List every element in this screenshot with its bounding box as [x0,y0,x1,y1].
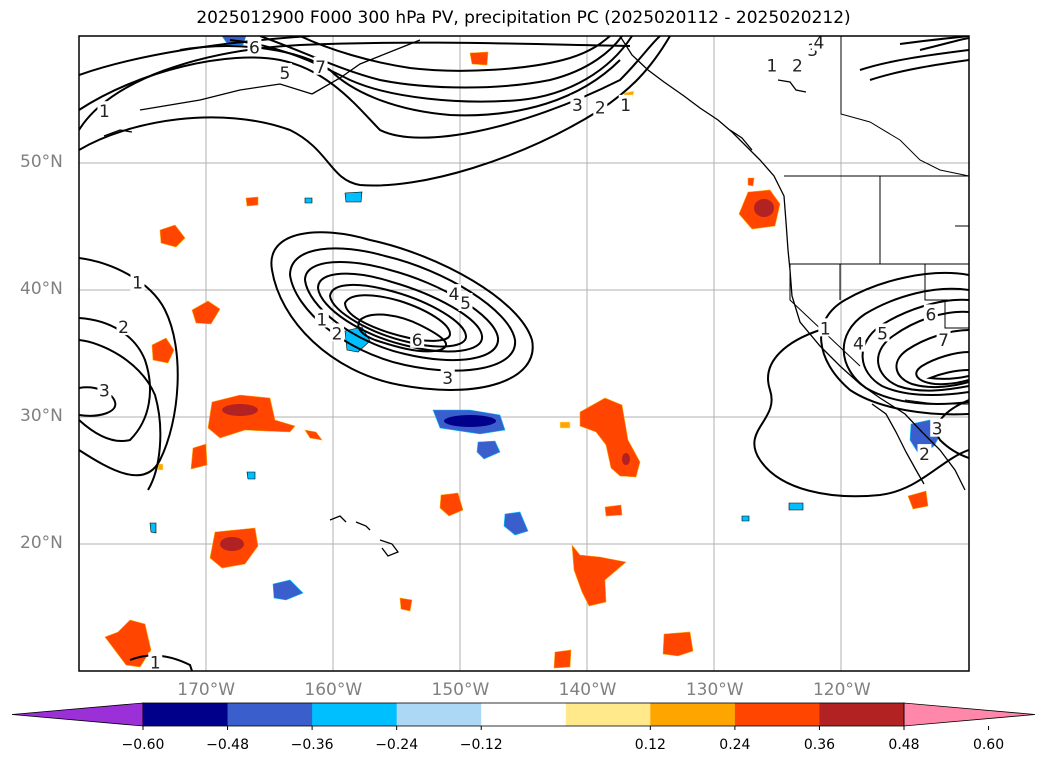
pv-contour-label-bg [277,63,292,82]
pv-contour-label: 1 [820,319,831,339]
pv-contour-label-bg [851,333,866,352]
pv-contour-label: 1 [150,653,161,673]
colorbar-under-extension [11,702,144,727]
pv-contour-label: 2 [332,324,343,344]
pv-contour-label: 7 [938,331,949,351]
colorbar-bin [227,703,313,726]
map-title: 2025012900 F000 300 hPa PV, precipitatio… [196,8,851,28]
longitude-label: 160°W [304,680,363,700]
pv-contour-label-bg [570,94,585,113]
pv-contour-label: 1 [99,102,110,122]
longitude-label: 120°W [812,680,871,700]
precipitation-shading [104,36,945,669]
pv-contour-label-bg [936,329,951,348]
latitude-label: 20°N [20,533,63,553]
pv-contour-label: 1 [132,274,143,294]
latitude-label: 40°N [20,279,63,299]
map-background [79,36,969,671]
colorbar-bin [650,703,736,726]
longitude-label: 130°W [685,680,744,700]
colorbar-tick-label: −0.60 [121,737,165,753]
latitude-label: 50°N [20,152,63,172]
colorbar-tick-label: 0.12 [634,737,666,753]
pv-contour-label-bg [818,318,833,337]
pv-contour-label-bg [458,292,473,311]
pv-contour-label: 6 [249,39,260,59]
pv-contour-label: 2 [118,318,129,338]
colorbar-tick-label: 0.36 [803,737,836,753]
longitude-label: 150°W [431,680,490,700]
colorbar-bin [481,703,567,726]
pv-contour-label: 1 [620,96,631,116]
pv-contour-label: 3 [807,41,818,61]
colorbar-over-extension [903,702,1036,727]
pv-contour-label: 4 [814,34,825,54]
pv-contour-label: 1 [767,56,778,76]
colorbar-tick-label: −0.48 [206,737,249,753]
pv-contour-label-bg [764,55,779,74]
pv-contour-label: 3 [99,382,110,402]
pv-contour-label-bg [116,317,131,336]
pv-contour-label-bg [593,97,608,116]
pv-contour-label: 5 [280,64,291,84]
colorbar-tick-label: −0.24 [375,737,419,753]
pv-contour-label-bg [410,329,425,348]
pv-contour-label-bg [811,36,826,51]
longitude-label: 170°W [177,680,236,700]
colorbar-bin [143,703,229,726]
pv-contours [79,36,969,671]
pv-contour-label-bg [313,56,328,75]
colorbar-tick-label: 0.24 [719,737,751,753]
pv-contour-label-bg [875,323,890,342]
pv-contour-label: 2 [792,56,803,76]
pv-contour-label-bg [97,380,112,399]
colorbar-bin [565,703,651,726]
colorbar-frame [142,702,905,727]
pv-contour-label: 3 [572,96,583,116]
pv-contour-label: 5 [877,324,888,344]
colorbar-tick-label: −0.36 [290,737,334,753]
pv-contour-label: 6 [412,331,423,351]
pv-contour-label-bg [923,304,938,323]
colorbar-bin [396,703,482,726]
pv-contour-label: 7 [315,58,326,78]
pv-contour-label-bg [930,418,945,437]
pv-contour-label-bg [247,37,262,56]
longitude-label: 140°W [558,680,617,700]
pv-contour-label: 5 [460,294,471,314]
pv-contour-label-bg [148,652,163,671]
pv-contour-label: 6 [925,305,936,325]
pv-contour-label: 1 [316,310,327,330]
colorbar-tick-label: −0.12 [459,737,503,753]
pv-contour-label-bg [440,367,455,386]
colorbar-bin [819,703,905,726]
pv-contour-label-bg [447,284,462,303]
colorbar-tick-label: 0.60 [972,737,1005,753]
pv-contour-label-bg [618,94,633,113]
pv-contour-label: 3 [932,420,943,440]
pv-contour-label: 3 [442,369,453,389]
pv-contour-label-bg [97,101,112,120]
pv-contour-label-bg [790,55,805,74]
pv-contour-label-bg [314,309,329,328]
pv-contour-label: 2 [595,98,606,118]
latitude-label: 30°N [20,406,63,426]
pv-contour-label: 2 [919,445,930,465]
map-frame [78,35,970,672]
pv-contour-label: 4 [449,285,460,305]
pv-contour-label-bg [917,444,932,463]
colorbar-bin [312,703,398,726]
colorbar-tick-label: 0.48 [888,737,920,753]
pv-contour-label-bg [130,272,145,291]
colorbar-bin [734,703,820,726]
gridlines [79,36,969,671]
pv-contour-label: 4 [853,335,864,355]
colorbar [11,702,1036,730]
pv-contour-label-bg [330,323,345,342]
